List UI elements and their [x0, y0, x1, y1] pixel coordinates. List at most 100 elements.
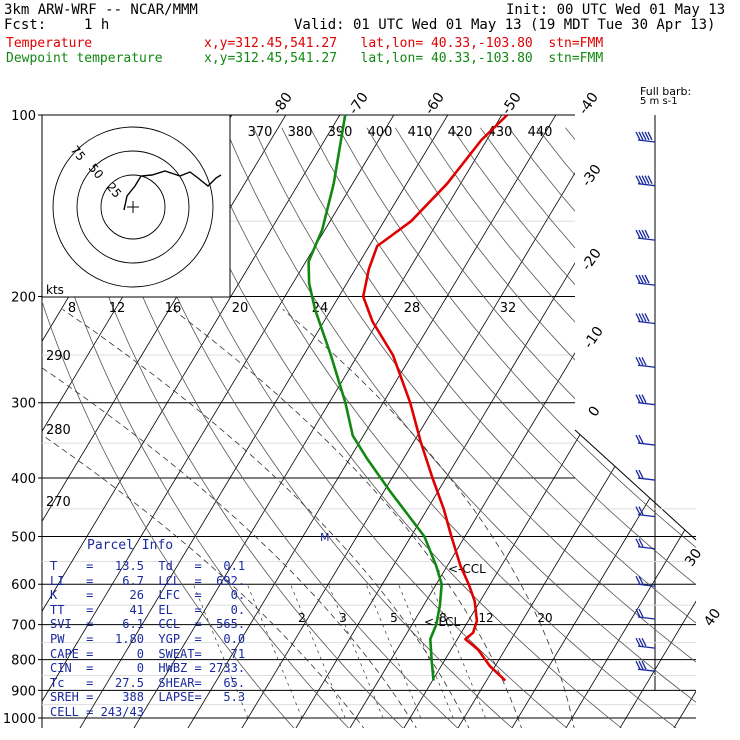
mixing-ratio-label-12: 12 [109, 301, 126, 316]
mixing-ratio-line [327, 584, 384, 719]
wind-barb-flag [635, 434, 641, 444]
parcel-info-row: CAPE = 0 SWEAT= 71 [50, 646, 246, 661]
wind-barb-flag [641, 131, 647, 141]
wind-barb-flag [635, 660, 641, 670]
full-barb-label: Full barb: [640, 85, 691, 98]
temperature-location: x,y=312.45,541.27 lat,lon= 40.33,-103.80… [204, 36, 604, 51]
wind-barb-staff [637, 583, 656, 587]
wind-barb-staff [637, 616, 656, 620]
wind-barb-staff [637, 668, 656, 672]
temp-label--20: -20 [579, 246, 605, 274]
dewpoint-legend: Dewpoint temperature [6, 51, 163, 66]
moist-adiabat-10 [62, 308, 471, 728]
mixing-ratio-label-28: 28 [404, 301, 421, 316]
temp-label--40: -40 [576, 90, 602, 118]
wind-barb-flag [638, 660, 644, 670]
sounding-curves [307, 114, 509, 682]
dry-adiabat-320 [196, 127, 680, 728]
wind-barb-flag [644, 313, 650, 322]
wind-barb-flag [635, 394, 641, 403]
lcl-marker: <-LCL [424, 615, 460, 629]
wind-barb-flag [638, 506, 644, 515]
dry-adiabat-390 [394, 127, 696, 728]
wind-barb-flag [641, 356, 647, 366]
wind-barb-flag [644, 274, 650, 284]
temp-label--50: -50 [499, 90, 525, 118]
wind-barb-staff [637, 477, 656, 481]
pressure-label-1000: 1000 [3, 712, 36, 727]
hodograph-frame [41, 114, 231, 298]
valid-time: Valid: 01 UTC Wed 01 May 13 (19 MDT Tue … [294, 17, 716, 33]
mixing-ratio-label-20: 20 [232, 301, 249, 316]
dry-adiabat-330 [224, 127, 696, 728]
pressure-label-300: 300 [11, 397, 36, 412]
dry-adiabat-300 [139, 127, 571, 728]
dry-adiabat-450 [565, 127, 696, 728]
wind-barb-flag [638, 313, 644, 322]
parcel-info-box: Parcel Info T = 13.5 Td = 0.1 LI = 6.7 LC… [42, 535, 245, 725]
wind-barb-flag [644, 131, 650, 141]
wind-barb-flag [638, 274, 644, 284]
mixing-ratio-low-label-12: 12 [478, 611, 493, 625]
parcel-info-row: SREH = 388 LAPSE= 5.3 [50, 690, 246, 705]
wind-barb-flag [635, 356, 641, 366]
isobar-lines [38, 114, 696, 719]
dry-adiabat-430 [508, 127, 696, 728]
dewpoint-location: x,y=312.45,541.27 lat,lon= 40.33,-103.80… [204, 51, 604, 66]
full-barb-value: 5 m s-1 [640, 96, 678, 107]
wind-barb-flag [635, 506, 641, 515]
dewpoint-curve [307, 114, 444, 681]
wind-barb-staff [637, 546, 656, 550]
mixing-ratio-low-label-8: 8 [439, 611, 447, 625]
wind-barb [635, 538, 656, 550]
wind-barb [635, 575, 656, 587]
hodograph-trace [123, 170, 222, 211]
parcel-info-row: LI = 6.7 LCL = 692. [50, 573, 246, 588]
wind-barb [635, 660, 656, 672]
wind-barb-staff [637, 402, 656, 406]
dry-adiabat-460 [593, 127, 696, 728]
pressure-label-500: 500 [11, 530, 36, 545]
temp-label-40: 40 [701, 606, 724, 630]
wind-barb [635, 434, 656, 446]
wind-barb-staff [637, 364, 656, 368]
mixing-ratio-label-8: 8 [68, 301, 76, 316]
mixing-ratio-low-label-20: 20 [537, 611, 552, 625]
wind-barb-staff [637, 442, 656, 446]
isotherm--60 [77, 115, 465, 728]
model-title: 3km ARW-WRF -- NCAR/MMM [4, 2, 198, 18]
mixing-ratio-line [246, 584, 303, 719]
wind-barb-flag [635, 274, 641, 284]
isotherm--30 [239, 115, 627, 728]
parcel-info-row: CELL = 243/43 [50, 705, 144, 719]
wind-barb-flag [641, 660, 647, 670]
wind-barb-flag [635, 313, 641, 322]
temp-label-30: 30 [682, 546, 705, 570]
wind-barb-flag [638, 469, 644, 479]
isotherm--40 [185, 115, 573, 728]
wind-barb [635, 131, 656, 143]
moist-adiabat--10 [42, 308, 367, 728]
wind-barb-flag [638, 131, 644, 141]
isotherm--80 [42, 115, 357, 728]
wind-barb [635, 274, 656, 286]
wind-barb-staff [637, 320, 656, 325]
dry-adiabat-480 [650, 127, 696, 728]
wind-barb-staff [637, 237, 656, 241]
theta-e-label-410: 410 [408, 125, 433, 140]
theta-label-290: 290 [46, 349, 71, 364]
wind-barb-flag [635, 538, 641, 548]
temp-label--10: -10 [581, 324, 607, 352]
isotherm--50 [131, 115, 519, 728]
wind-barb-flag [638, 394, 644, 403]
hodograph-ring [76, 150, 190, 264]
mixing-ratio-low-label-3: 3 [339, 611, 347, 625]
pressure-label-400: 400 [11, 472, 36, 487]
parcel-info-row: T = 13.5 Td = 0.1 [50, 559, 246, 573]
forecast-value: 1 h [84, 17, 110, 33]
temp-label--80: -80 [270, 90, 296, 118]
wind-barb [635, 356, 656, 368]
diagram-edge [574, 429, 697, 541]
